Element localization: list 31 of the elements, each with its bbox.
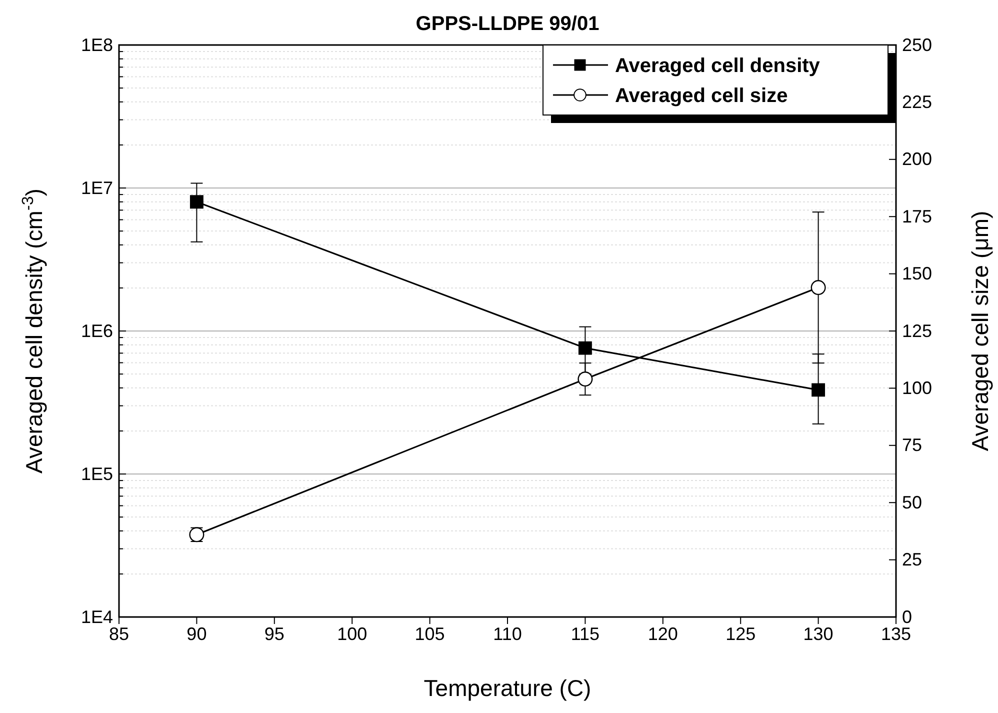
y2-tick-label: 75	[902, 435, 922, 456]
y2-tick-label: 175	[902, 206, 932, 226]
y2-tick-label: 25	[902, 550, 922, 570]
x-tick-label: 115	[570, 624, 600, 644]
y2-tick-label: 150	[902, 264, 932, 284]
x-axis-title: Temperature (C)	[424, 675, 592, 701]
y2-axis-title: Averaged cell size (μm)	[967, 210, 993, 452]
legend-label: Averaged cell size	[615, 85, 788, 107]
y2-tick-label: 125	[902, 320, 932, 341]
y2-tick-label: 250	[902, 34, 932, 55]
y2-tick-label: 100	[902, 378, 932, 398]
point	[812, 383, 826, 397]
y2-tick-label: 50	[902, 492, 922, 512]
y2-tick-label: 200	[902, 149, 932, 170]
legend-label: Averaged cell density	[615, 55, 821, 77]
x-tick-label: 110	[493, 624, 522, 644]
point	[190, 195, 204, 209]
x-tick-label: 125	[726, 624, 756, 644]
y-tick-label: 1E7	[80, 178, 113, 198]
y-tick-label: 1E6	[80, 320, 113, 341]
y2-tick-label: 225	[902, 92, 932, 112]
x-tick-label: 100	[337, 624, 368, 644]
x-tick-label: 95	[264, 624, 284, 644]
x-tick-label: 105	[414, 624, 445, 644]
y-tick-label: 1E5	[80, 464, 113, 484]
y-tick-label: 1E8	[80, 34, 113, 55]
chart-title: GPPS-LLDPE 99/01	[416, 13, 600, 35]
x-tick-label: 120	[648, 624, 678, 644]
point	[578, 341, 592, 355]
x-tick-label: 130	[803, 624, 834, 644]
x-tick-label: 90	[186, 624, 207, 644]
